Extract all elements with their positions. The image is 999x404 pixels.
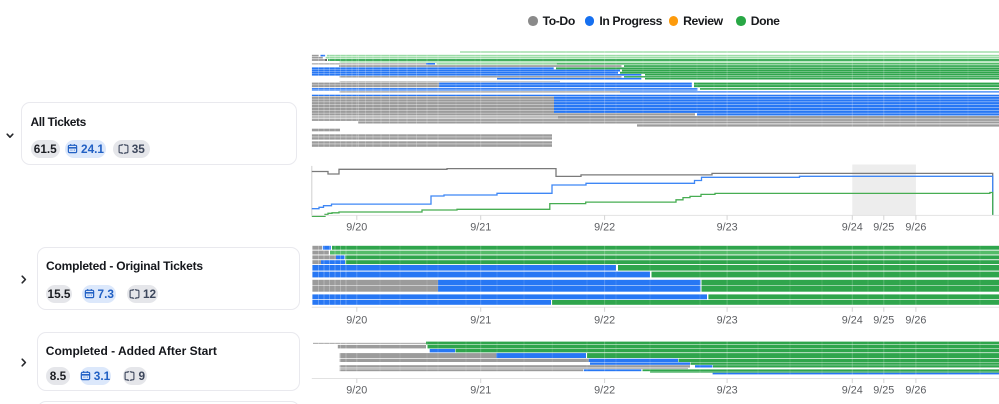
svg-text:9/25: 9/25 — [873, 385, 894, 397]
svg-text:9/20: 9/20 — [346, 222, 367, 234]
svg-text:9/21: 9/21 — [470, 222, 491, 234]
svg-text:9/26: 9/26 — [905, 385, 926, 397]
svg-text:9/25: 9/25 — [873, 315, 894, 327]
svg-text:9/22: 9/22 — [594, 315, 615, 327]
svg-text:9/20: 9/20 — [346, 385, 367, 397]
svg-text:9/23: 9/23 — [717, 385, 738, 397]
svg-text:9/25: 9/25 — [873, 222, 894, 234]
svg-text:9/24: 9/24 — [842, 315, 863, 327]
svg-text:9/26: 9/26 — [905, 315, 926, 327]
svg-text:9/23: 9/23 — [717, 315, 738, 327]
svg-text:9/20: 9/20 — [346, 315, 367, 327]
svg-text:9/22: 9/22 — [594, 385, 615, 397]
svg-text:9/22: 9/22 — [594, 222, 615, 234]
svg-text:9/24: 9/24 — [842, 385, 863, 397]
svg-text:9/21: 9/21 — [470, 385, 491, 397]
svg-text:9/24: 9/24 — [842, 222, 863, 234]
svg-text:9/23: 9/23 — [717, 222, 738, 234]
svg-text:9/21: 9/21 — [470, 315, 491, 327]
svg-text:9/26: 9/26 — [905, 222, 926, 234]
